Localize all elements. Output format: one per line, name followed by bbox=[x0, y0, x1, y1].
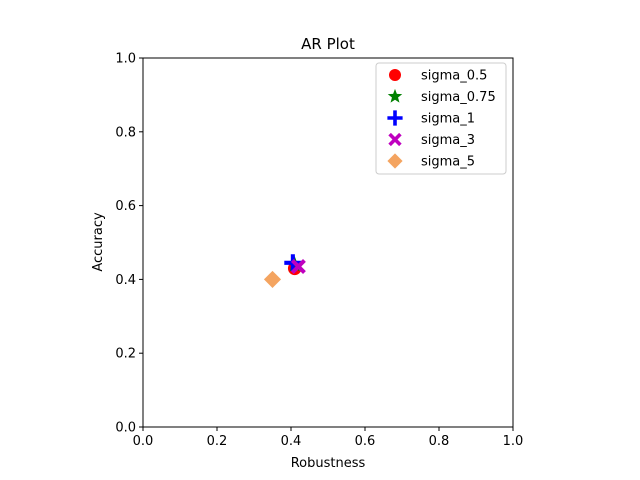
x-tick-label: 0.6 bbox=[355, 434, 376, 449]
x-tick-label: 0.2 bbox=[207, 434, 228, 449]
legend-label: sigma_5 bbox=[421, 155, 475, 170]
legend-label: sigma_0.75 bbox=[421, 90, 496, 105]
y-tick-label: 0.0 bbox=[115, 421, 136, 436]
y-axis: 0.0 0.2 0.4 0.6 0.8 1.0 bbox=[115, 52, 143, 436]
legend-box bbox=[375, 62, 507, 175]
legend-marker-plus bbox=[387, 110, 403, 126]
y-axis-label: Accuracy bbox=[91, 212, 106, 272]
x-tick-label: 0.4 bbox=[281, 434, 302, 449]
legend-marker-circle bbox=[389, 69, 401, 81]
x-tick-label: 1.0 bbox=[503, 434, 524, 449]
y-tick-label: 0.6 bbox=[115, 199, 136, 214]
legend-label: sigma_0.5 bbox=[421, 69, 487, 84]
chart-title: AR Plot bbox=[301, 35, 355, 53]
legend-marker-x bbox=[388, 132, 402, 147]
x-tick-label: 0.8 bbox=[429, 434, 450, 449]
x-axis: 0.0 0.2 0.4 0.6 0.8 1.0 bbox=[133, 427, 524, 449]
legend-label: sigma_3 bbox=[421, 133, 475, 148]
plot-frame bbox=[142, 57, 514, 428]
data-point-diamond bbox=[263, 270, 282, 288]
x-tick-label: 0.0 bbox=[133, 434, 154, 449]
legend-marker-star bbox=[387, 88, 403, 103]
x-axis-label: Robustness bbox=[291, 456, 366, 471]
legend-label: sigma_1 bbox=[421, 112, 475, 127]
y-tick-label: 0.2 bbox=[115, 347, 136, 362]
y-tick-label: 0.4 bbox=[115, 273, 136, 288]
y-tick-label: 1.0 bbox=[115, 52, 136, 67]
data-point-x bbox=[290, 259, 306, 274]
y-tick-label: 0.8 bbox=[115, 125, 136, 140]
data-points bbox=[263, 254, 306, 288]
legend-marker-diamond bbox=[387, 153, 403, 169]
legend: sigma_0.5 sigma_0.75 sigma_1 sigma_3 sigma_5 bbox=[375, 62, 507, 175]
